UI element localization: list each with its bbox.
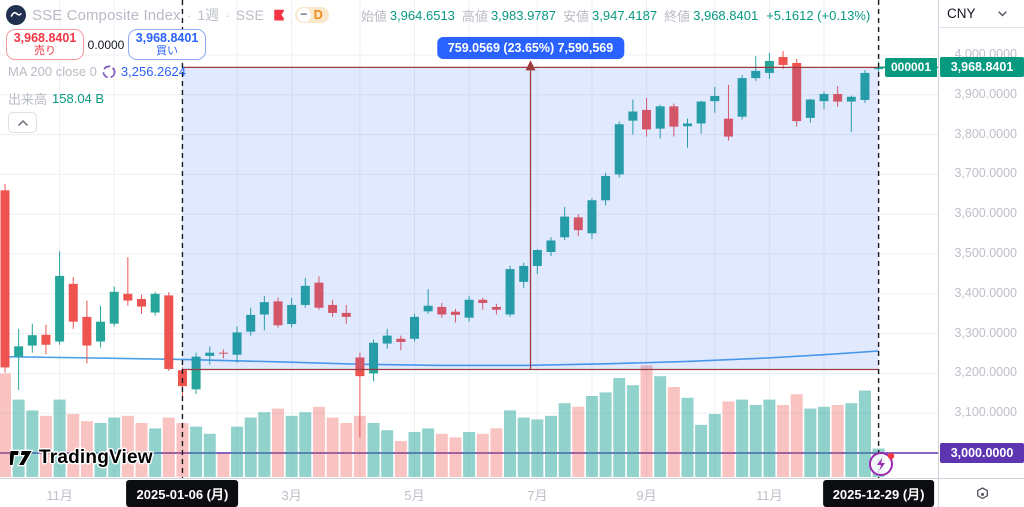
buy-button[interactable]: 3,968.8401 買い <box>128 29 206 60</box>
chart-header: SSE Composite Index · 1週 · SSE − D 始値 3,9… <box>6 3 870 27</box>
ma-legend[interactable]: MA 200 close 0 3,256.2624 <box>8 64 186 79</box>
month-tick-label: 9月 <box>636 488 657 503</box>
measure-end-date-label: 2025-12-29 (月) <box>822 480 935 507</box>
sell-price: 3,968.8401 <box>13 30 77 45</box>
month-tick-label: 11月 <box>756 488 783 503</box>
month-tick-label: 11月 <box>46 488 73 503</box>
currency-label: CNY <box>947 6 976 21</box>
price-pane[interactable] <box>0 0 938 478</box>
last-price-label: 3,968.8401 <box>940 57 1024 78</box>
measure-region[interactable] <box>182 60 938 371</box>
price-tick-label: 3,100.0000 <box>954 405 1017 420</box>
symbol-logo-icon <box>6 5 26 25</box>
close-label: 終値 <box>664 8 691 24</box>
sell-label: 売り <box>34 45 56 58</box>
price-axis[interactable]: CNY 4,000.0000 3,900.0000 3,800.0000 3,700.… <box>938 0 1024 507</box>
market-closed-icon: − <box>296 8 311 22</box>
separator: · <box>225 7 230 23</box>
candles-layer <box>0 51 884 438</box>
open-label: 始値 <box>360 8 387 24</box>
ma-value: 3,256.2624 <box>120 64 186 79</box>
measure-tooltip: 759.0569 (23.65%) 7,590,569 <box>436 37 625 59</box>
ticker-badge: 000001 <box>885 57 937 77</box>
chevron-down-icon <box>997 10 1007 16</box>
symbol-title[interactable]: SSE Composite Index <box>32 6 181 24</box>
flag-icon[interactable] <box>272 8 287 23</box>
price-tick-label: 3,500.0000 <box>954 246 1017 260</box>
instrument-settings-icon[interactable] <box>974 485 991 502</box>
volume-layer <box>0 365 885 477</box>
month-tick-label: 7月 <box>527 488 548 503</box>
tradingview-logo-icon <box>10 449 34 467</box>
close-value: 3,968.8401 <box>693 7 759 23</box>
price-tick-label: 3,700.0000 <box>954 166 1017 181</box>
month-tick-label: 3月 <box>281 488 302 503</box>
high-value: 3,983.9787 <box>490 7 557 23</box>
interval-label[interactable]: 1週 <box>197 7 220 23</box>
price-tick-label: 3,900.0000 <box>954 86 1017 101</box>
sell-button[interactable]: 3,968.8401 売り <box>6 29 84 60</box>
chevron-up-icon <box>17 119 28 126</box>
ohlc-values: 始値 3,964.6513 高値 3,983.9787 安値 3,947.4187 終… <box>361 6 758 25</box>
measure-start-date-label: 2025-01-06 (月) <box>126 480 239 507</box>
delayed-data-icon: D <box>313 8 323 22</box>
price-tick-label: 3,200.0000 <box>954 365 1017 380</box>
change-value: +5.1612 (+0.13%) <box>766 7 871 23</box>
axis-corner <box>939 478 1024 507</box>
price-tick-label: 3,400.0000 <box>954 285 1017 300</box>
low-label: 安値 <box>563 8 590 24</box>
volume-value: 158.04 B <box>52 91 105 106</box>
refresh-icon[interactable] <box>102 65 116 79</box>
tradingview-watermark[interactable]: TradingView <box>10 447 153 469</box>
price-tick-label: 3,600.0000 <box>954 206 1017 221</box>
volume-label: 出来高 <box>8 92 48 107</box>
price-tick-label: 3,300.0000 <box>954 325 1017 340</box>
alert-level-label: 3,000.0000 <box>940 443 1024 463</box>
high-label: 高値 <box>461 8 488 24</box>
trade-panel: 3,968.8401 売り 0.0000 3,968.8401 買い <box>6 29 206 60</box>
spread-value: 0.0000 <box>87 37 125 52</box>
currency-dropdown[interactable]: CNY <box>939 0 1024 28</box>
price-tick-label: 3,800.0000 <box>954 126 1017 141</box>
low-value: 3,947.4187 <box>592 7 658 23</box>
watermark-text: TradingView <box>39 447 153 468</box>
buy-label: 買い <box>156 45 178 58</box>
buy-price: 3,968.8401 <box>135 30 199 45</box>
lightning-icon[interactable] <box>867 449 897 484</box>
exchange-label: SSE <box>235 7 264 23</box>
month-tick-label: 5月 <box>404 488 425 503</box>
ma-label: MA 200 close 0 <box>8 64 97 79</box>
collapse-legend-button[interactable] <box>8 112 37 133</box>
market-status-badge[interactable]: − D <box>294 7 329 23</box>
open-value: 3,964.6513 <box>389 7 455 23</box>
separator: · <box>186 7 192 23</box>
time-axis[interactable]: 11月 3月 5月 7月 9月 11月 2025-01-06 (月) 2025-12-29… <box>0 478 938 507</box>
volume-legend[interactable]: 出来高 158.04 B <box>8 89 104 108</box>
